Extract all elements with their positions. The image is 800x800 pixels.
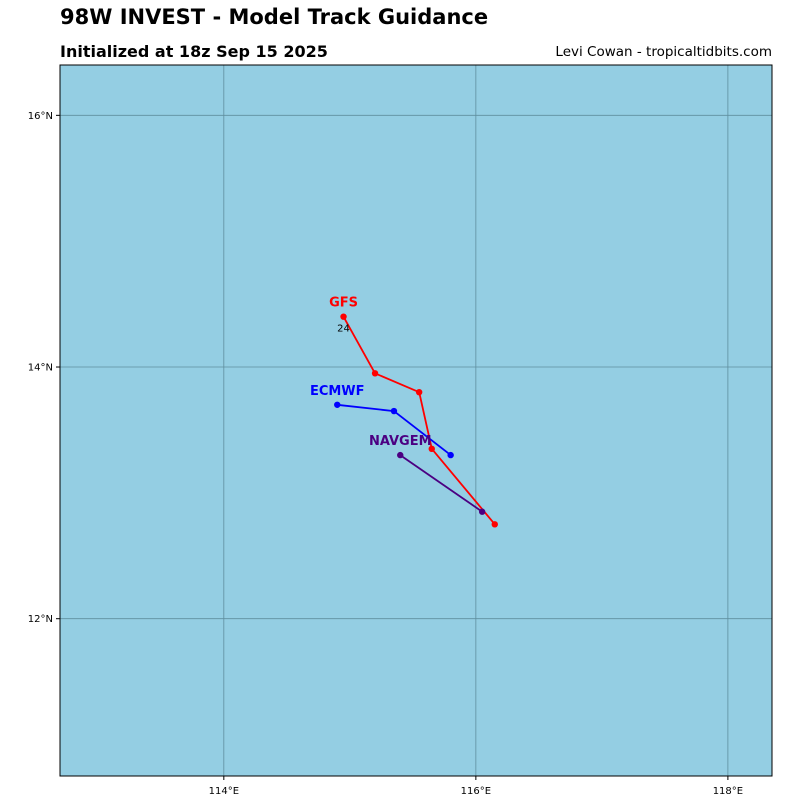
axis-ticks: 114°E 116°E 118°E 12°N 14°N 16°N xyxy=(28,111,743,797)
navgem-track-point xyxy=(478,508,486,515)
gfs-track-point xyxy=(428,445,435,453)
gfs-track-point xyxy=(371,370,379,377)
map-subtitle: Initialized at 18z Sep 15 2025 xyxy=(60,42,328,61)
ecmwf-track-point xyxy=(334,401,341,408)
model-tracks xyxy=(334,313,498,528)
gfs-hour-label: 24 xyxy=(337,324,350,335)
navgem-track-point xyxy=(397,451,404,459)
navgem-track-line xyxy=(399,454,483,513)
gfs-track-point xyxy=(491,521,498,528)
map-frame xyxy=(59,64,773,777)
gfs-model-label: GFS xyxy=(329,296,358,311)
model-labels: GFS 24 ECMWF NAVGEM xyxy=(310,296,432,449)
gfs-track-point xyxy=(340,313,347,320)
gfs-track-point xyxy=(415,388,423,396)
map-credit: Levi Cowan - tropicaltidbits.com xyxy=(555,44,772,60)
ecmwf-track-point xyxy=(390,407,398,415)
x-tick-label: 114°E xyxy=(209,786,239,797)
x-tick-label: 116°E xyxy=(461,786,491,797)
navgem-model-label: NAVGEM xyxy=(369,434,432,449)
y-tick-label: 12°N xyxy=(28,614,53,625)
grid-lines xyxy=(60,65,772,776)
ocean-background xyxy=(60,65,772,776)
ecmwf-track-point xyxy=(447,451,454,459)
x-tick-label: 118°E xyxy=(713,786,743,797)
ecmwf-model-label: ECMWF xyxy=(310,384,365,399)
map-title: 98W INVEST - Model Track Guidance xyxy=(60,5,489,29)
y-tick-label: 14°N xyxy=(28,363,53,374)
y-tick-label: 16°N xyxy=(28,111,53,122)
